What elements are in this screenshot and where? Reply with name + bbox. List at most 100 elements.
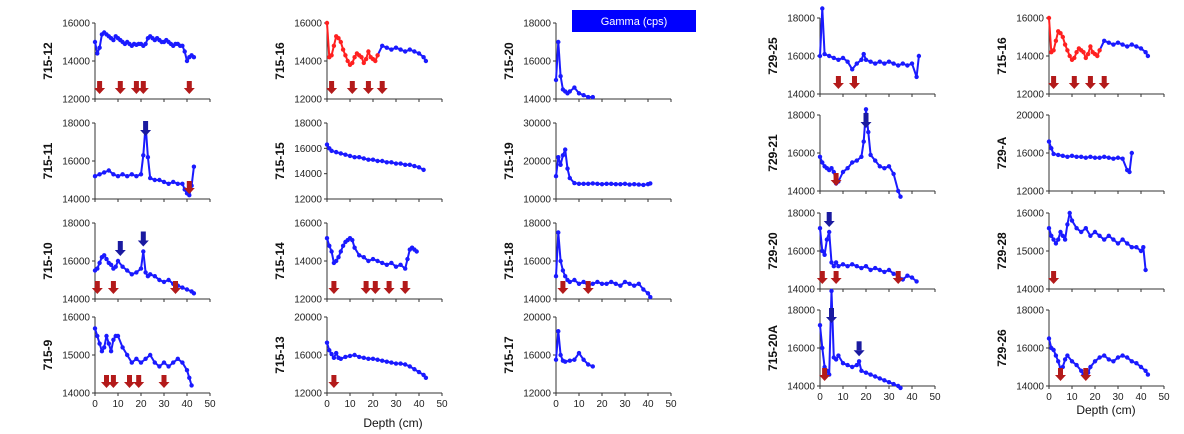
series-segment	[555, 157, 560, 177]
data-point	[553, 274, 559, 279]
data-point	[905, 273, 910, 278]
x-tick-label: 30	[883, 392, 895, 403]
series-segment	[326, 22, 331, 58]
data-point	[896, 188, 901, 194]
panel-label: 715-17	[502, 336, 516, 374]
y-tick-label: 16000	[523, 351, 551, 362]
data-point	[1129, 359, 1135, 364]
data-point	[563, 274, 568, 279]
data-point	[1102, 38, 1107, 43]
data-point	[157, 177, 162, 183]
data-point	[1145, 372, 1151, 377]
data-point	[343, 152, 348, 157]
y-tick-label: 20000	[523, 157, 551, 168]
data-point	[161, 360, 167, 365]
data-point	[1111, 156, 1116, 161]
y-tick-label: 16000	[1016, 149, 1044, 160]
peak-arrow-head	[826, 317, 837, 323]
data-point	[125, 268, 130, 273]
data-point	[613, 181, 618, 187]
series-segment	[823, 239, 828, 255]
data-point	[148, 352, 153, 358]
down-arrow-shaft	[140, 81, 146, 88]
down-arrow-shaft	[1087, 76, 1093, 83]
data-point	[1065, 222, 1070, 227]
data-point	[1134, 361, 1139, 366]
panel-label: 729-A	[995, 136, 1009, 169]
data-point	[622, 279, 628, 285]
data-point	[129, 360, 134, 365]
data-point	[1049, 233, 1054, 238]
data-point	[405, 256, 410, 262]
y-tick-label: 16000	[62, 257, 90, 268]
data-point	[380, 158, 385, 164]
x-tick-label: 30	[1112, 392, 1124, 403]
data-point	[1079, 368, 1084, 373]
data-point	[845, 264, 850, 269]
data-point	[877, 376, 882, 381]
data-point	[622, 181, 628, 186]
data-point	[1120, 156, 1125, 161]
y-tick-label: 18000	[787, 306, 815, 317]
x-tick-label: 30	[619, 399, 631, 410]
data-point	[817, 226, 823, 231]
data-point	[134, 270, 139, 275]
data-point	[836, 57, 841, 62]
panel-729-20: 14000 16000 18000 729-20	[766, 209, 936, 296]
series-segment	[1128, 152, 1133, 173]
y-tick-label: 14000	[787, 187, 815, 198]
peak-arrow-shaft	[143, 121, 149, 130]
data-point	[180, 43, 185, 48]
data-point	[627, 281, 632, 286]
data-point	[829, 166, 834, 171]
y-tick-label: 10000	[523, 195, 551, 206]
data-point	[1060, 233, 1066, 238]
data-point	[334, 149, 339, 155]
y-tick-label: 20000	[294, 313, 322, 324]
data-point	[157, 277, 162, 283]
legend-label: Gamma (cps)	[601, 16, 668, 28]
down-arrow-head	[114, 88, 126, 94]
down-arrow-head	[830, 278, 842, 284]
panel-715-20: 14000 16000 18000 715-20	[502, 19, 672, 106]
x-tick-label: 50	[665, 399, 677, 410]
data-point	[1053, 38, 1059, 43]
data-point	[1088, 364, 1093, 370]
data-point	[1056, 237, 1061, 242]
y-tick-label: 14000	[62, 195, 90, 206]
down-arrow-shaft	[895, 271, 901, 278]
data-point	[1141, 245, 1146, 250]
x-tick-label: 20	[596, 399, 608, 410]
data-point	[1056, 152, 1061, 158]
data-point	[572, 357, 577, 362]
data-point	[1129, 42, 1135, 47]
data-point	[581, 279, 586, 285]
data-point	[1046, 336, 1052, 341]
data-point	[171, 360, 176, 365]
series-segment	[557, 41, 562, 77]
data-point	[1083, 226, 1089, 231]
series-segment	[860, 141, 865, 157]
data-point	[191, 55, 197, 60]
down-arrow-head	[158, 382, 170, 388]
data-point	[111, 337, 116, 342]
data-point	[854, 264, 859, 269]
x-tick-label: 40	[1135, 392, 1147, 403]
panel-label: 715-9	[41, 339, 55, 370]
series-segment	[819, 228, 824, 252]
data-point	[1088, 44, 1093, 49]
data-point	[1079, 229, 1084, 235]
data-point	[1053, 241, 1059, 246]
down-arrow-shaft	[363, 281, 369, 288]
data-point	[1102, 237, 1107, 242]
panel-715-15: 12000 14000 16000 18000 715-15	[273, 119, 443, 206]
data-point	[138, 266, 144, 271]
y-tick-label: 14000	[523, 295, 551, 306]
series-segment	[1064, 224, 1069, 240]
data-point	[384, 262, 389, 267]
data-point	[334, 258, 339, 264]
y-tick-label: 16000	[787, 52, 815, 63]
down-arrow-head	[819, 375, 831, 381]
data-point	[576, 281, 582, 286]
data-point	[567, 89, 572, 94]
